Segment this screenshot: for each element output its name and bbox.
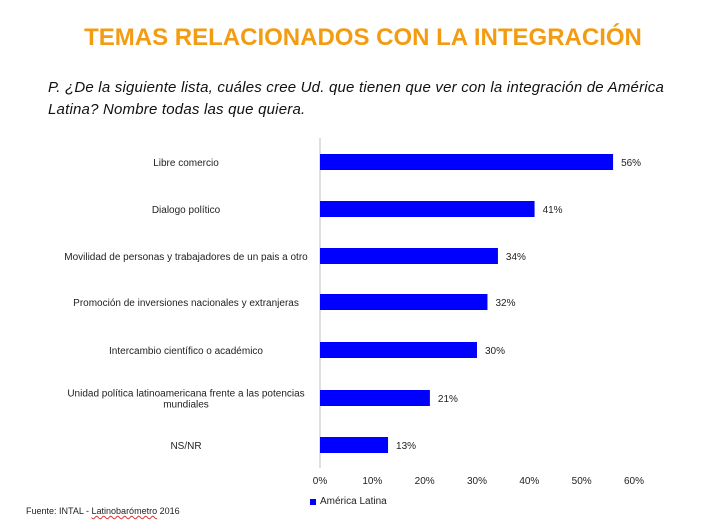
data-label: 56% — [621, 158, 641, 169]
category-label: Unidad política latinoamericana frente a… — [67, 389, 304, 400]
category-label: NS/NR — [170, 441, 201, 452]
chart-legend: América Latina — [310, 496, 387, 507]
source-underlined: Latinobarómetro — [92, 506, 158, 516]
data-label: 21% — [438, 394, 458, 405]
bar — [320, 390, 430, 406]
x-tick-label: 20% — [415, 476, 435, 487]
category-label: Movilidad de personas y trabajadores de … — [64, 252, 308, 263]
x-tick-label: 0% — [313, 476, 328, 487]
data-label: 34% — [506, 252, 526, 263]
source-prefix: Fuente: INTAL - — [26, 506, 92, 516]
bar — [320, 201, 535, 217]
data-label: 30% — [485, 346, 505, 357]
x-tick-label: 10% — [362, 476, 382, 487]
x-tick-label: 30% — [467, 476, 487, 487]
legend-label: América Latina — [320, 496, 387, 507]
data-label: 41% — [543, 205, 563, 216]
bar — [320, 342, 477, 358]
bar — [320, 294, 487, 310]
data-label: 13% — [396, 441, 416, 452]
source-note: Fuente: INTAL - Latinobarómetro 2016 — [26, 506, 180, 516]
x-tick-label: 50% — [572, 476, 592, 487]
bar — [320, 248, 498, 264]
legend-swatch — [310, 499, 316, 505]
category-label: Dialogo político — [152, 205, 221, 216]
x-tick-label: 40% — [519, 476, 539, 487]
data-label: 32% — [495, 298, 515, 309]
category-label: Promoción de inversiones nacionales y ex… — [73, 298, 299, 309]
x-tick-label: 60% — [624, 476, 644, 487]
category-label: Intercambio científico o académico — [109, 346, 263, 357]
bar — [320, 437, 388, 453]
source-suffix: 2016 — [157, 506, 180, 516]
bar — [320, 154, 613, 170]
category-label: mundiales — [163, 400, 209, 411]
category-label: Libre comercio — [153, 158, 219, 169]
